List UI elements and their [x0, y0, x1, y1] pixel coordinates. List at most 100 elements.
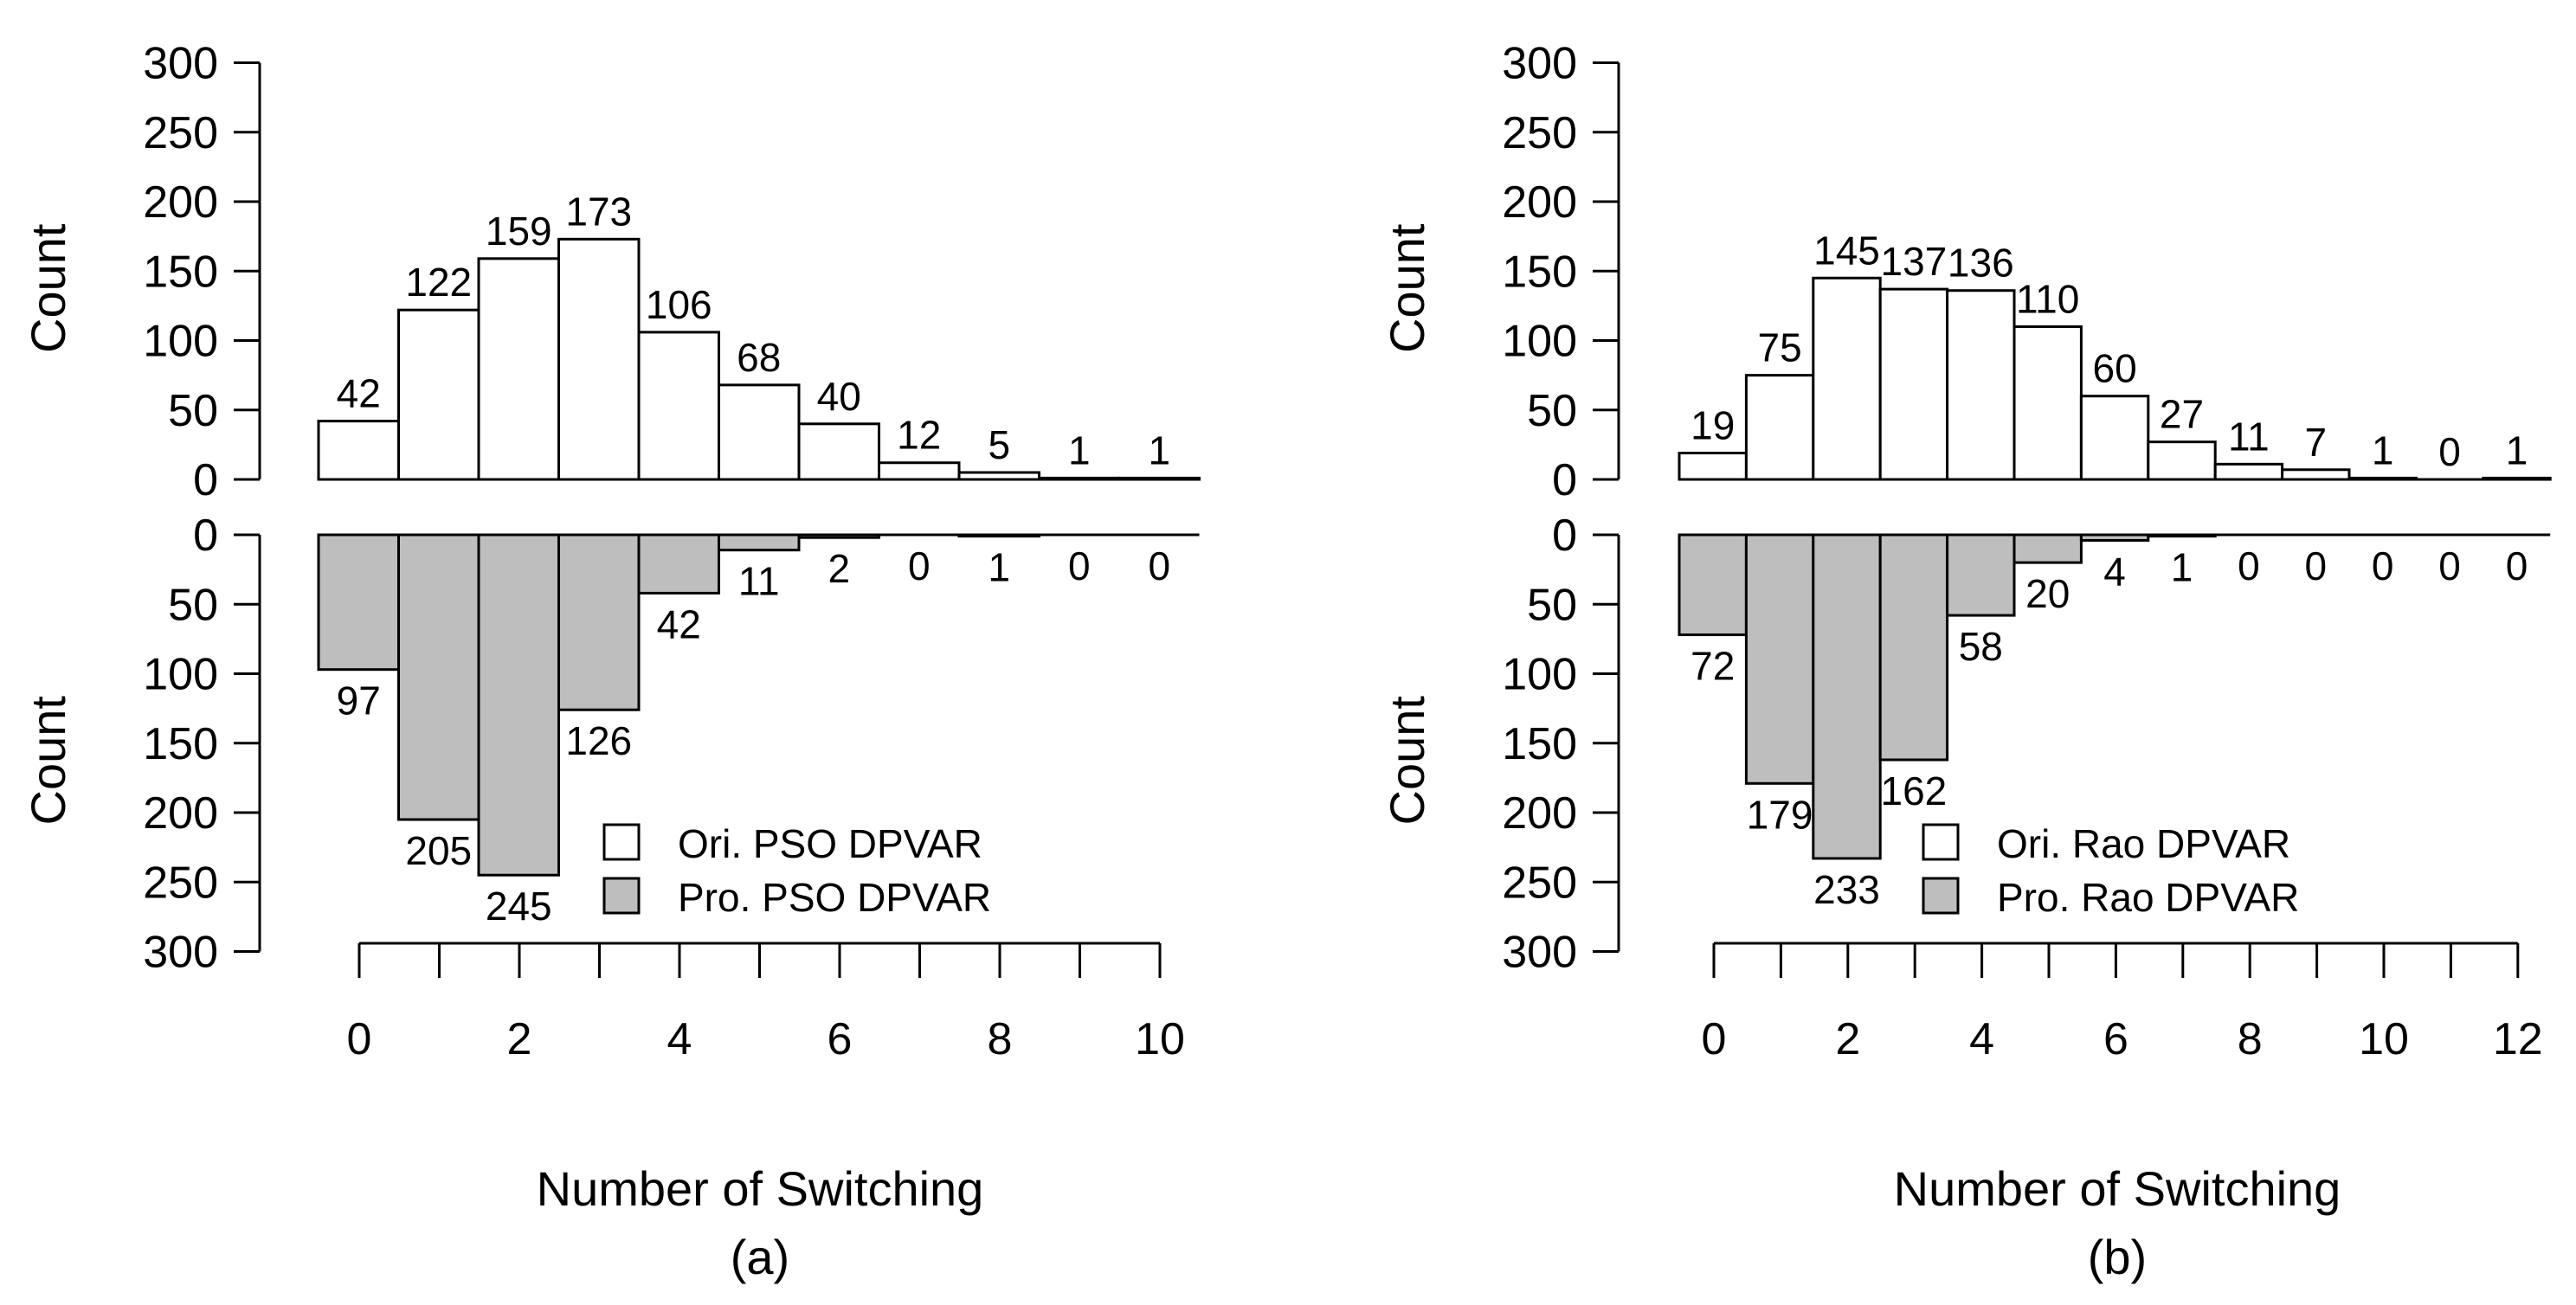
bar-bottom-label: 233 — [1813, 867, 1880, 912]
legend-label-pro: Pro. PSO DPVAR — [678, 875, 991, 920]
y-tick-label-bottom: 200 — [1502, 788, 1577, 839]
y-tick-label-top: 300 — [1502, 39, 1577, 89]
y-tick-label-bottom: 250 — [143, 858, 218, 908]
bar-bottom-label: 20 — [2025, 571, 2070, 616]
bar-top — [2147, 440, 2217, 481]
bar-bottom — [557, 533, 641, 711]
y-tick-label-top: 0 — [193, 455, 218, 505]
panel-b-chart: 005050100100150150200200250250300300Coun… — [1380, 39, 2552, 1284]
bar-bottom-label: 42 — [657, 601, 701, 646]
x-tick-label: 6 — [2103, 1014, 2128, 1064]
legend-label-pro: Pro. Rao DPVAR — [1997, 875, 2299, 920]
bar-bottom-label: 1 — [2171, 545, 2193, 590]
y-tick-label-bottom: 50 — [1527, 580, 1577, 630]
y-tick-label-top: 200 — [143, 177, 218, 228]
bar-top-label: 0 — [2438, 429, 2461, 474]
bar-bottom — [1878, 533, 1949, 762]
x-axis-title: Number of Switching — [1894, 1161, 2341, 1216]
bar-bottom-label: 162 — [1881, 768, 1948, 813]
bar-top-label: 19 — [1690, 403, 1735, 448]
bar-top-label: 1 — [2372, 428, 2394, 472]
bar-top-label: 1 — [1148, 428, 1170, 472]
bar-top — [1946, 289, 2016, 481]
x-tick-label: 4 — [1969, 1014, 1994, 1064]
bar-top-label: 110 — [2016, 276, 2079, 321]
x-tick-label: 10 — [1135, 1014, 1185, 1064]
y-tick-label-top: 300 — [143, 39, 218, 89]
x-tick-label: 0 — [347, 1014, 372, 1064]
y-tick-label-top: 200 — [1502, 177, 1577, 228]
bar-top — [637, 331, 720, 481]
bar-bottom-label: 179 — [1747, 792, 1813, 837]
bar-top — [1744, 374, 1815, 481]
bar-top — [317, 420, 400, 481]
y-tick-label-bottom: 300 — [1502, 928, 1577, 978]
bar-top-label: 122 — [405, 260, 472, 305]
bar-bottom-label: 11 — [738, 559, 780, 604]
y-tick-label-top: 150 — [143, 247, 218, 297]
bar-top-label: 137 — [1881, 239, 1948, 284]
y-tick-label-bottom: 250 — [1502, 858, 1577, 908]
legend: Ori. PSO DPVAR Pro. PSO DPVAR — [602, 821, 991, 920]
bar-top-label: 106 — [646, 282, 712, 327]
bar-top-label: 42 — [337, 371, 381, 416]
y-tick-label-top: 250 — [143, 108, 218, 158]
y-tick-label-bottom: 300 — [143, 928, 218, 978]
y-tick-label-bottom: 150 — [1502, 719, 1577, 769]
bar-bottom-label: 72 — [1690, 644, 1735, 689]
legend-swatch-pro — [602, 877, 641, 915]
bar-top — [797, 422, 880, 481]
y-axis-title-top: Count — [21, 223, 75, 353]
bar-bottom-label: 0 — [1068, 543, 1091, 588]
x-axis-title: Number of Switching — [537, 1161, 984, 1216]
bar-top-label: 173 — [565, 189, 632, 234]
bar-top-label: 75 — [1758, 325, 1802, 370]
y-tick-label-top: 100 — [1502, 317, 1577, 367]
bar-top-label: 40 — [817, 374, 861, 419]
bar-bottom-label: 0 — [2238, 543, 2260, 588]
panel-a-chart: 005050100100150150200200250250300300Coun… — [21, 39, 1201, 1284]
bar-top-label: 5 — [988, 422, 1010, 467]
bar-top-label: 27 — [2160, 392, 2204, 437]
y-tick-label-top: 50 — [1527, 386, 1577, 436]
bar-top-label: 12 — [897, 413, 941, 458]
bar-bottom-label: 0 — [908, 543, 931, 588]
y-axis-title-top: Count — [1380, 223, 1434, 353]
bar-bottom — [2012, 533, 2083, 564]
y-tick-label-bottom: 0 — [193, 511, 218, 561]
y-tick-label-bottom: 50 — [168, 580, 218, 630]
x-tick-label: 8 — [2238, 1014, 2263, 1064]
bar-top — [477, 257, 560, 481]
bar-top — [2281, 468, 2351, 481]
y-tick-label-bottom: 100 — [143, 650, 218, 700]
bar-bottom-label: 245 — [486, 884, 552, 929]
bar-top-label: 68 — [737, 335, 781, 380]
y-tick-label-top: 50 — [168, 386, 218, 436]
legend-swatch-ori — [1922, 823, 1960, 861]
legend-label-ori: Ori. Rao DPVAR — [1997, 821, 2290, 866]
bar-bottom-label: 1 — [988, 545, 1010, 590]
panel-caption: (a) — [731, 1230, 789, 1284]
bar-top — [2213, 462, 2284, 481]
y-tick-label-top: 250 — [1502, 108, 1577, 158]
y-tick-label-top: 150 — [1502, 247, 1577, 297]
bar-bottom — [637, 533, 720, 595]
y-axis-title-bottom: Count — [1380, 696, 1434, 826]
bar-bottom — [718, 533, 801, 552]
bar-top — [397, 308, 480, 481]
panel-caption: (b) — [2088, 1230, 2147, 1284]
bar-bottom-label: 0 — [2506, 543, 2528, 588]
legend-label-ori: Ori. PSO DPVAR — [678, 821, 982, 866]
bar-bottom-label: 97 — [337, 678, 381, 723]
bar-top-label: 11 — [2228, 414, 2270, 459]
bar-top — [2012, 325, 2083, 481]
bar-bottom-label: 4 — [2103, 549, 2126, 594]
bar-top-label: 7 — [2305, 420, 2328, 465]
bar-top — [2079, 395, 2150, 481]
y-tick-label-bottom: 200 — [143, 788, 218, 839]
bar-bottom-label: 0 — [2305, 543, 2328, 588]
bar-bottom — [1744, 533, 1815, 785]
bar-bottom — [1946, 533, 2016, 617]
bar-top-label: 1 — [2506, 428, 2528, 472]
bar-top — [878, 461, 961, 481]
